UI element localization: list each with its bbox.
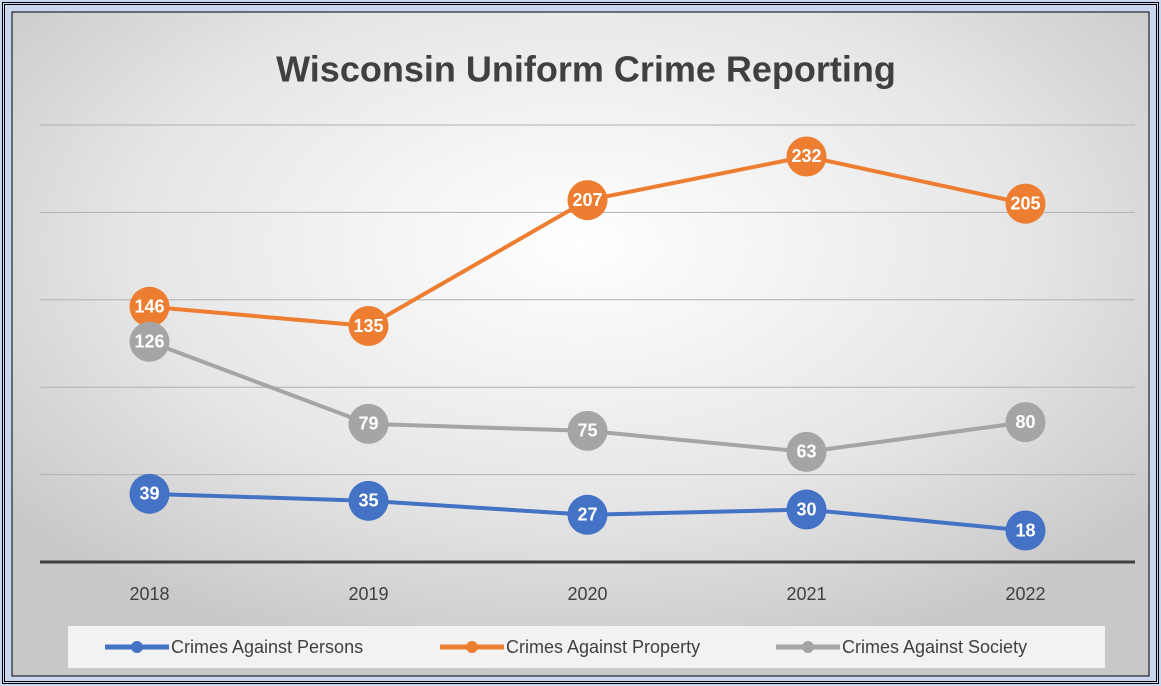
data-label: 146 xyxy=(134,297,164,317)
legend-box xyxy=(68,626,1105,668)
marker xyxy=(1005,183,1046,224)
data-label: 63 xyxy=(796,442,816,462)
marker xyxy=(1005,402,1046,443)
marker xyxy=(129,473,170,514)
x-tick-label: 2020 xyxy=(567,584,607,604)
x-tick-label: 2022 xyxy=(1005,584,1045,604)
marker xyxy=(348,403,389,444)
data-label: 80 xyxy=(1015,412,1035,432)
legend-marker xyxy=(131,641,143,653)
marker xyxy=(786,136,827,177)
marker xyxy=(567,180,608,221)
data-label: 135 xyxy=(353,316,383,336)
data-label: 35 xyxy=(358,491,378,511)
marker xyxy=(348,480,389,521)
data-label: 207 xyxy=(572,190,602,210)
marker xyxy=(786,431,827,472)
data-label: 232 xyxy=(791,146,821,166)
x-tick-label: 2019 xyxy=(348,584,388,604)
legend-label: Crimes Against Persons xyxy=(171,637,363,657)
x-tick-label: 2018 xyxy=(129,584,169,604)
marker xyxy=(786,489,827,530)
chart-area xyxy=(11,11,1150,677)
data-label: 79 xyxy=(358,414,378,434)
data-label: 18 xyxy=(1015,520,1035,540)
x-tick-label: 2021 xyxy=(786,584,826,604)
data-label: 39 xyxy=(139,484,159,504)
legend-label: Crimes Against Property xyxy=(506,637,700,657)
marker xyxy=(1005,510,1046,551)
chart-title: Wisconsin Uniform Crime Reporting xyxy=(276,49,896,90)
data-label: 75 xyxy=(577,421,597,441)
data-label: 205 xyxy=(1010,193,1040,213)
marker xyxy=(567,410,608,451)
marker xyxy=(348,306,389,347)
data-label: 126 xyxy=(134,332,164,352)
legend-marker xyxy=(466,641,478,653)
data-label: 30 xyxy=(796,499,816,519)
marker xyxy=(567,494,608,535)
marker xyxy=(129,286,170,327)
legend-marker xyxy=(802,641,814,653)
marker xyxy=(129,321,170,362)
data-label: 27 xyxy=(577,505,597,525)
legend-label: Crimes Against Society xyxy=(842,637,1027,657)
